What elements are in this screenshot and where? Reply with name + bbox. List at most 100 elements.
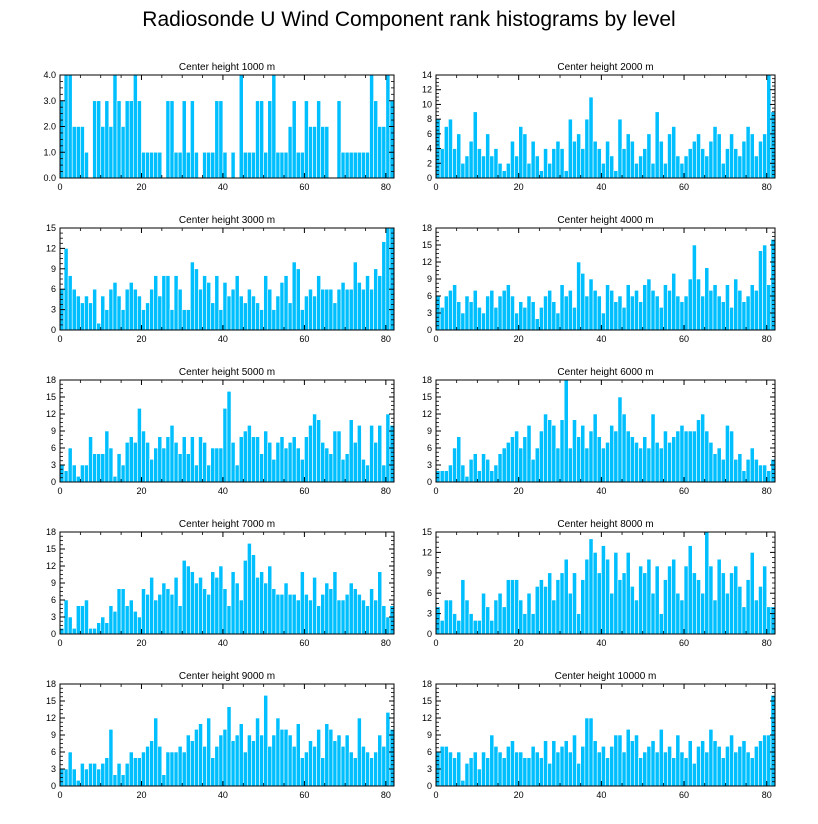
y-tick-label: 3 <box>427 308 432 318</box>
bar <box>251 436 256 483</box>
y-tick-label: 15 <box>422 240 432 250</box>
bar <box>754 746 759 787</box>
bar <box>259 309 264 331</box>
bar <box>729 572 734 635</box>
x-tick-label: 60 <box>299 638 309 648</box>
bar <box>741 740 747 787</box>
bar <box>190 436 195 483</box>
bar <box>683 155 689 179</box>
panel-title: Center height 4000 m <box>557 215 653 226</box>
bar <box>177 453 183 483</box>
bar <box>485 459 491 483</box>
bar <box>617 734 623 787</box>
bar <box>708 442 714 483</box>
bar <box>534 751 540 787</box>
bar <box>729 734 734 787</box>
bar <box>332 740 338 787</box>
bar <box>251 554 256 635</box>
x-tick-label: 60 <box>679 334 689 344</box>
bar <box>522 436 528 483</box>
bar <box>514 312 519 331</box>
bar <box>551 301 557 331</box>
x-tick-label: 80 <box>381 486 391 496</box>
y-tick-label: 12 <box>46 713 56 723</box>
bar <box>230 740 236 787</box>
bar <box>259 571 264 635</box>
bar <box>692 244 697 331</box>
bar <box>646 447 652 483</box>
bar <box>510 579 515 635</box>
bar <box>468 140 474 179</box>
bar <box>181 751 187 787</box>
bar <box>153 275 159 331</box>
bar <box>226 605 232 635</box>
bar <box>646 133 652 179</box>
bar <box>161 275 167 331</box>
bar <box>708 290 714 331</box>
panel-title: Center height 10000 m <box>555 671 657 682</box>
bar <box>481 312 486 331</box>
bar <box>320 757 326 787</box>
bar <box>67 616 73 635</box>
bar <box>559 419 565 483</box>
bar <box>518 301 524 331</box>
bar <box>601 447 606 483</box>
bar <box>501 447 507 483</box>
bar <box>75 605 81 635</box>
y-tick-label: 2.0 <box>43 122 56 132</box>
bar <box>149 577 154 635</box>
x-tick-label: 0 <box>57 638 62 648</box>
bar <box>218 447 224 483</box>
y-tick-label: 3 <box>427 764 432 774</box>
bar <box>729 307 734 331</box>
bar <box>71 126 77 179</box>
bar <box>316 419 321 483</box>
bar <box>320 442 326 483</box>
bar <box>749 552 755 635</box>
x-tick-label: 60 <box>299 486 309 496</box>
bar <box>551 425 557 483</box>
bar <box>443 295 449 331</box>
bar <box>745 459 751 483</box>
bar <box>477 148 482 179</box>
bar <box>510 140 515 179</box>
bar <box>460 579 466 635</box>
y-tick-label: 0 <box>427 781 432 791</box>
bar <box>381 605 387 635</box>
bar <box>559 148 565 179</box>
bar <box>518 599 524 635</box>
bar <box>675 592 681 635</box>
bar <box>365 605 370 635</box>
bar <box>210 571 216 635</box>
bar <box>352 442 358 483</box>
bar <box>251 151 256 179</box>
bar <box>472 620 478 635</box>
bar <box>448 464 453 483</box>
bar <box>514 155 519 179</box>
x-tick-label: 40 <box>218 790 228 800</box>
bar <box>267 442 273 483</box>
bar <box>716 295 722 331</box>
bar <box>332 571 338 635</box>
bar <box>613 734 619 787</box>
bar <box>754 459 759 483</box>
bar <box>251 740 256 787</box>
bar <box>534 447 540 483</box>
bar <box>194 464 199 483</box>
y-tick-label: 3 <box>51 460 56 470</box>
bar <box>157 436 163 483</box>
bar <box>725 148 730 179</box>
bar <box>267 100 273 179</box>
bar <box>501 170 507 179</box>
bar <box>683 757 689 787</box>
bar <box>733 459 739 483</box>
bar <box>580 273 586 331</box>
bar <box>312 295 317 331</box>
bar <box>190 100 195 179</box>
bar <box>385 712 391 787</box>
bar <box>584 558 590 635</box>
bar <box>275 442 281 483</box>
bar <box>230 442 236 483</box>
x-tick-label: 20 <box>514 182 524 192</box>
bar <box>435 606 441 635</box>
